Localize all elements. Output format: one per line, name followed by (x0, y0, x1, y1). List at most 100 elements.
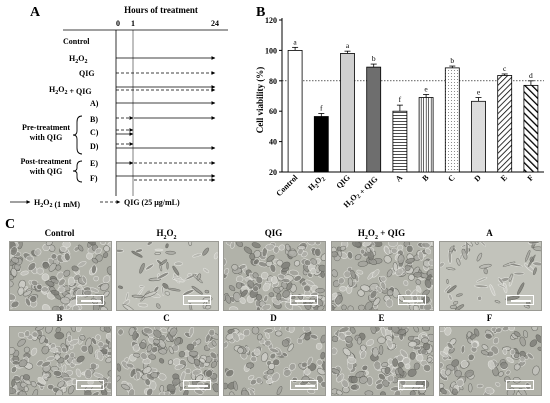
significance-letter: f (399, 95, 402, 104)
micrograph-texture (10, 242, 111, 310)
bar-8 (471, 100, 486, 173)
tick-24: 24 (211, 19, 219, 28)
image-label-h2o2: H2O2 (156, 228, 177, 241)
scale-bar-line (81, 385, 101, 387)
pre-treatment-brace (72, 115, 83, 155)
scale-bar-line (295, 300, 315, 302)
micrograph-c (116, 326, 219, 396)
bar-5 (392, 110, 408, 173)
scale-bar (398, 295, 426, 305)
bar-4 (366, 66, 382, 173)
micrograph-a (439, 241, 542, 311)
scale-bar-line (188, 385, 208, 387)
scale-bar (506, 380, 534, 390)
significance-letter: a (346, 41, 350, 50)
x-tick-label: B (420, 173, 431, 184)
bar-3 (340, 53, 355, 173)
micrograph-b (9, 326, 112, 396)
panel-c-letter: C (5, 217, 15, 232)
significance-letter: c (503, 64, 507, 73)
image-label-e: E (378, 313, 385, 323)
panel-b-letter: B (256, 5, 265, 20)
x-tick-label: F (525, 173, 535, 183)
scale-bar (506, 295, 534, 305)
legend-qig-label: QIG (25 μg/mL) (124, 198, 180, 207)
scale-bar-line (403, 385, 423, 387)
tick-0: 0 (116, 19, 120, 28)
micrograph-texture (224, 327, 325, 395)
x-tick-label: C (446, 173, 457, 184)
legend-h2o2-label: H2O2 (1 mM) (34, 198, 80, 209)
significance-letter: e (424, 84, 428, 93)
image-label-c: C (163, 313, 170, 323)
micrograph-texture (224, 242, 325, 310)
micrograph-h2o2 (116, 241, 219, 311)
scale-bar-line (295, 385, 315, 387)
image-label-f: F (486, 313, 493, 323)
time-axis-title: Hours of treatment (124, 5, 198, 15)
significance-letter: b (450, 56, 454, 65)
micrograph-texture (440, 327, 541, 395)
row-label-qig: QIG (79, 69, 95, 78)
panel-b: B Cell viability (%) 20 40 60 80 100 120 a Cont… (255, 5, 544, 210)
y-tick-label: 40 (269, 138, 277, 147)
group-post-line1: Post-treatment (21, 157, 72, 166)
micrograph-qig (223, 241, 326, 311)
micrograph-texture (440, 242, 541, 310)
x-tick-label: H2O2 (306, 173, 327, 194)
x-tick-label: Control (274, 173, 300, 199)
image-label-d: D (270, 313, 277, 323)
bar-1 (287, 50, 303, 173)
y-tick-label: 100 (265, 46, 277, 55)
significance-letter: f (320, 103, 323, 112)
y-axis-title: Cell viability (%) (255, 67, 265, 134)
post-treatment-brace (72, 160, 83, 183)
micrograph-texture (332, 242, 433, 310)
micrograph-control (9, 241, 112, 311)
bar-7 (444, 67, 460, 173)
y-tick-label: 60 (269, 107, 277, 116)
significance-letter: d (529, 71, 533, 80)
bar-2 (313, 116, 329, 173)
micrograph-texture (117, 242, 218, 310)
row-label-h2o2: H2O2 (69, 54, 87, 65)
tick-1: 1 (131, 19, 135, 28)
scale-bar (183, 380, 211, 390)
micrograph-texture (10, 327, 111, 395)
y-tick-label: 80 (269, 77, 277, 86)
scale-bar (290, 380, 318, 390)
row-label-e: E) (90, 159, 98, 168)
x-tick-label: QIG (335, 173, 352, 190)
row-label-h2o2-qig: H2O2 + QIG (49, 85, 92, 96)
row-label-f: F) (90, 174, 98, 183)
y-tick-label: 20 (269, 168, 277, 177)
scale-bar-line (188, 300, 208, 302)
group-post-line2: with QIG (30, 167, 63, 176)
image-label-h2o2-qig: H2O2 + QIG (357, 228, 406, 241)
scale-bar-line (511, 300, 531, 302)
scale-bar (398, 380, 426, 390)
significance-letter: e (477, 88, 481, 97)
x-tick-label: A (394, 173, 405, 184)
treatment-arrows (116, 56, 216, 182)
scale-bar-line (81, 300, 101, 302)
scale-bar (76, 295, 104, 305)
panel-a: A Hours of treatment 0 1 24 Control H2O2… (10, 5, 228, 209)
y-tick-label: 120 (265, 16, 277, 25)
significance-letter: a (293, 37, 297, 46)
image-label-control: Control (44, 228, 75, 238)
image-label-a: A (486, 228, 493, 238)
scale-bar (183, 295, 211, 305)
micrograph-d (223, 326, 326, 396)
group-pre-line1: Pre-treatment (22, 123, 70, 132)
scale-bar (76, 380, 104, 390)
image-label-qig: QIG (264, 228, 283, 238)
significance-letter: b (372, 54, 376, 63)
scale-bar-line (403, 300, 423, 302)
image-label-b: B (56, 313, 63, 323)
row-label-a: A) (90, 99, 99, 108)
row-label-d: D) (90, 142, 99, 151)
scale-bar (290, 295, 318, 305)
